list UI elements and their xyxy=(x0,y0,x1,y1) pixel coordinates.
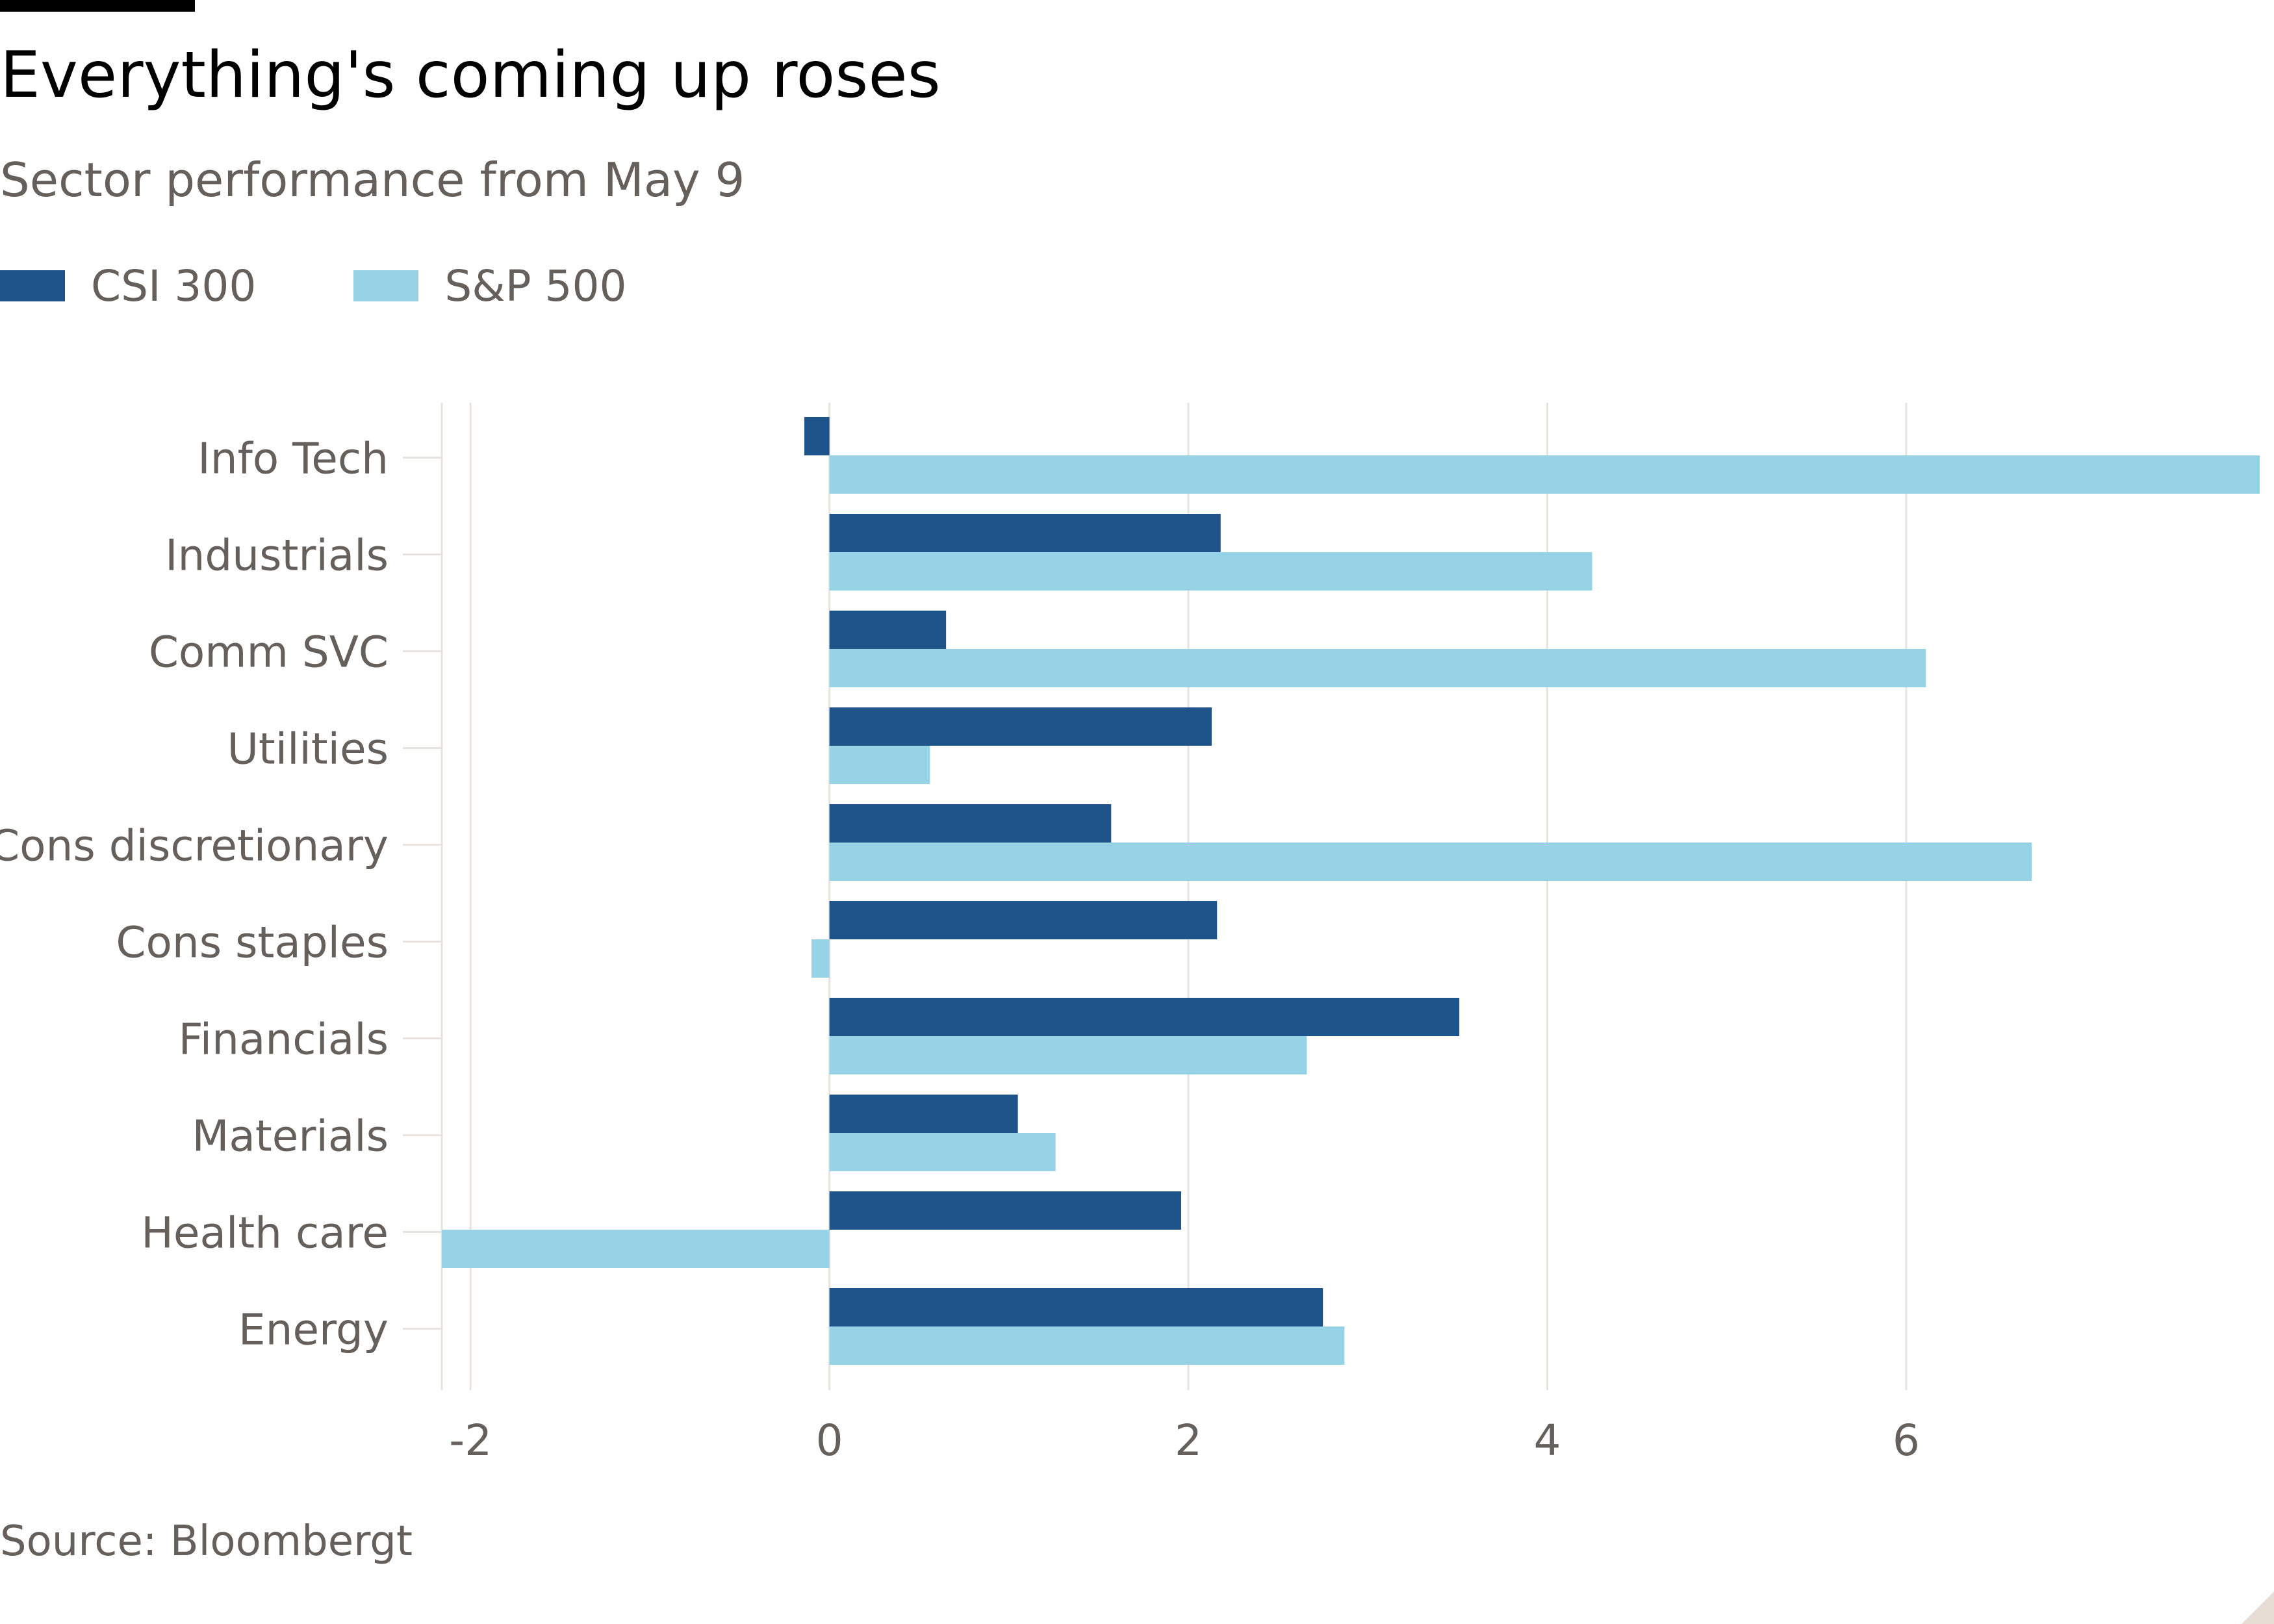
bar-sp500 xyxy=(829,552,1592,590)
x-tick-label: 2 xyxy=(1175,1415,1202,1462)
bar-sp500 xyxy=(811,939,830,978)
x-tick-label: 0 xyxy=(816,1415,843,1462)
bar-csi300 xyxy=(829,804,1112,843)
bar-sp500 xyxy=(829,455,2260,494)
legend-label-csi300: CSI 300 xyxy=(91,260,257,311)
legend-label-sp500: S&P 500 xyxy=(444,260,627,311)
bar-csi300 xyxy=(829,1191,1181,1230)
legend-swatch-csi300 xyxy=(0,270,65,301)
category-label: Health care xyxy=(141,1208,389,1258)
legend-item-sp500: S&P 500 xyxy=(353,260,627,311)
bar-sp500 xyxy=(829,1326,1345,1365)
chart-subtitle: Sector performance from May 9 xyxy=(0,153,745,207)
bar-csi300 xyxy=(804,417,830,455)
legend-item-csi300: CSI 300 xyxy=(0,261,256,311)
x-tick-label: 4 xyxy=(1533,1415,1561,1462)
bar-chart: Info Tech Industrials Comm SVC Utilities Con… xyxy=(0,403,2260,1462)
bar-sp500 xyxy=(829,1036,1307,1074)
bar-sp500 xyxy=(829,843,2032,881)
category-label: Cons staples xyxy=(116,918,389,968)
category-label: Industrials xyxy=(165,531,389,581)
bar-sp500 xyxy=(829,649,1926,687)
category-label: Materials xyxy=(192,1111,389,1161)
category-label: Comm SVC xyxy=(149,628,389,678)
chart-title: Everything's coming up roses xyxy=(0,38,941,112)
category-label: Cons discretionary xyxy=(0,821,389,871)
bar-csi300 xyxy=(829,1095,1018,1133)
corner-decoration xyxy=(2242,1592,2274,1624)
x-tick-label: -2 xyxy=(449,1415,492,1462)
category-label: Energy xyxy=(238,1305,389,1355)
source-note: Source: Bloombergt xyxy=(0,1517,413,1566)
legend-swatch-sp500 xyxy=(353,270,419,301)
category-label: Utilities xyxy=(227,724,389,774)
category-label: Info Tech xyxy=(198,434,389,484)
brand-bar xyxy=(0,0,195,12)
bar-csi300 xyxy=(829,901,1218,939)
bar-csi300 xyxy=(829,514,1221,552)
bar-sp500 xyxy=(829,1133,1056,1171)
x-tick-label: 6 xyxy=(1893,1415,1920,1462)
category-label: Financials xyxy=(179,1015,389,1065)
bar-csi300 xyxy=(829,611,947,649)
bar-csi300 xyxy=(829,707,1212,746)
bar-sp500 xyxy=(442,1230,830,1268)
bar-sp500 xyxy=(829,746,930,784)
bar-csi300 xyxy=(829,1288,1323,1326)
chart-legend: CSI 300 S&P 500 xyxy=(0,260,724,312)
bar-csi300 xyxy=(829,998,1460,1036)
